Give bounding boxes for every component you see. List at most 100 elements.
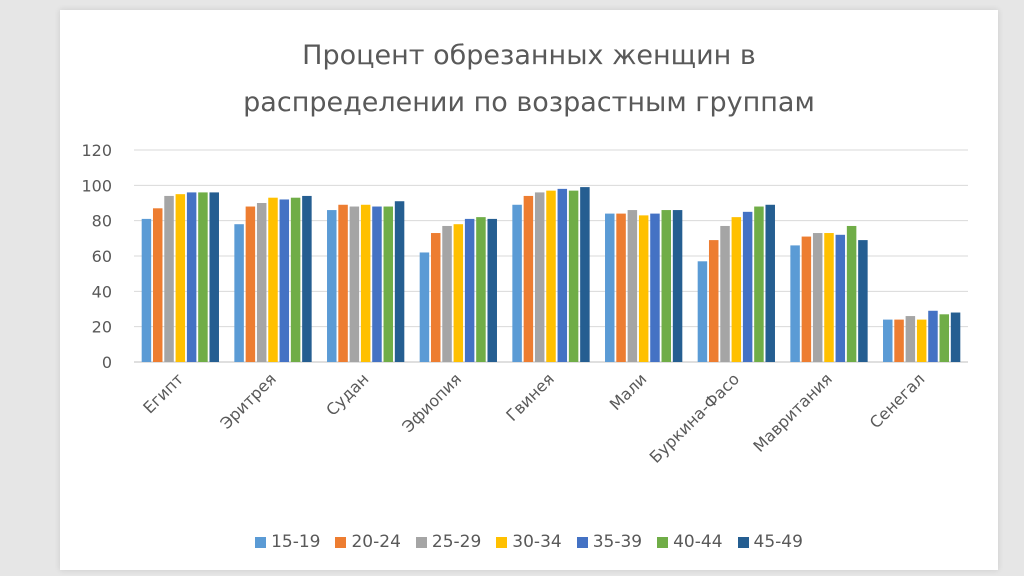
bar: [568, 190, 579, 362]
x-tick-label: Судан: [322, 369, 372, 419]
y-tick-label: 100: [81, 176, 112, 195]
y-tick-label: 120: [81, 141, 112, 160]
bar: [141, 218, 152, 362]
legend-item: 45-49: [737, 532, 803, 552]
y-tick-label: 40: [92, 282, 112, 301]
chart-title-line-2: распределении по возрастным группам: [243, 87, 815, 118]
bar: [605, 213, 615, 362]
chart-title-line-1: Процент обрезанных женщин в: [302, 40, 756, 71]
legend-swatch: [496, 536, 508, 548]
bar: [394, 201, 405, 362]
legend-label: 30-34: [512, 532, 562, 552]
bar: [327, 210, 337, 362]
bar: [338, 204, 348, 362]
x-tick-label: Буркина-Фасо: [646, 369, 743, 466]
legend-item: 15-19: [255, 532, 320, 552]
y-tick-label: 0: [102, 353, 112, 372]
bar: [290, 197, 301, 362]
bar: [152, 208, 163, 362]
bar: [824, 233, 834, 362]
bar: [372, 206, 382, 362]
bar: [801, 236, 812, 362]
chart-legend: 15-19 20-24 25-29 30-34 35-39 40-44 45-49: [60, 532, 998, 552]
bar: [928, 310, 938, 362]
legend-item: 40-44: [657, 532, 723, 552]
x-tick-label: Гвинея: [502, 369, 558, 425]
bar: [349, 206, 360, 362]
bar: [627, 210, 638, 362]
legend-swatch: [415, 536, 427, 548]
x-tick-label: Мали: [606, 369, 651, 414]
legend-swatch: [335, 536, 347, 548]
x-tick-label: Эфиопия: [398, 369, 465, 436]
bar: [256, 203, 267, 362]
bar: [442, 225, 452, 362]
y-tick-label: 80: [92, 212, 112, 231]
legend-swatch: [255, 536, 267, 548]
x-tick-label: Эритрея: [216, 369, 279, 432]
bar: [164, 195, 174, 362]
bar: [754, 206, 764, 362]
bar: [360, 204, 371, 362]
x-tick-label: Мавритания: [749, 369, 835, 455]
bar: [742, 211, 753, 362]
x-tick-label: Египт: [139, 369, 187, 417]
bar: [268, 197, 278, 362]
legend-item: 35-39: [576, 532, 643, 552]
legend-swatch: [576, 536, 588, 548]
legend-item: 20-24: [335, 532, 401, 552]
bar: [234, 224, 244, 362]
bar: [464, 218, 475, 362]
bar: [894, 319, 904, 362]
bar: [883, 319, 893, 362]
bar: [616, 213, 626, 362]
bar: [790, 245, 800, 362]
bar: [812, 233, 823, 362]
bar: [302, 195, 312, 362]
legend-label: 20-24: [351, 532, 401, 552]
bar: [279, 199, 290, 362]
bar: [430, 233, 441, 362]
legend-label: 25-29: [431, 532, 482, 552]
bar: [765, 204, 775, 362]
bar: [697, 261, 708, 362]
bar: [487, 218, 497, 362]
bar: [720, 225, 730, 362]
bar: [638, 215, 649, 362]
legend-swatch: [657, 536, 669, 548]
bar: [476, 217, 486, 362]
bar: [534, 192, 545, 362]
bar: [245, 206, 256, 362]
bar: [916, 319, 927, 362]
x-tick-label: Сенегал: [866, 369, 929, 432]
legend-label: 40-44: [673, 532, 723, 552]
bar: [186, 192, 197, 362]
bar: [650, 213, 660, 362]
bar: [846, 225, 857, 362]
bar-chart: 0 20 40 60 80 100 120 Египт Эритрея Судан Эфиопия Г…: [81, 141, 968, 467]
legend-item: 25-29: [415, 532, 482, 552]
bar: [835, 234, 846, 362]
bar: [557, 188, 568, 362]
bar: [905, 316, 916, 362]
legend-label: 35-39: [592, 532, 643, 552]
bar: [672, 210, 683, 362]
bar: [419, 252, 430, 362]
bar: [546, 190, 556, 362]
bar: [175, 194, 186, 362]
y-tick-label: 20: [92, 318, 112, 337]
bar: [950, 312, 961, 362]
bar: [708, 240, 719, 362]
legend-label: 15-19: [271, 532, 321, 552]
bar: [731, 217, 742, 362]
bar: [453, 224, 464, 362]
y-tick-label: 60: [92, 247, 112, 266]
bar: [523, 195, 534, 362]
bar: [198, 192, 208, 362]
legend-label: 45-49: [753, 532, 803, 552]
bar: [512, 204, 522, 362]
bar: [209, 192, 219, 362]
bar: [383, 206, 394, 362]
bar: [939, 314, 950, 362]
chart-slide: Процент обрезанных женщин в распределени…: [60, 10, 998, 570]
